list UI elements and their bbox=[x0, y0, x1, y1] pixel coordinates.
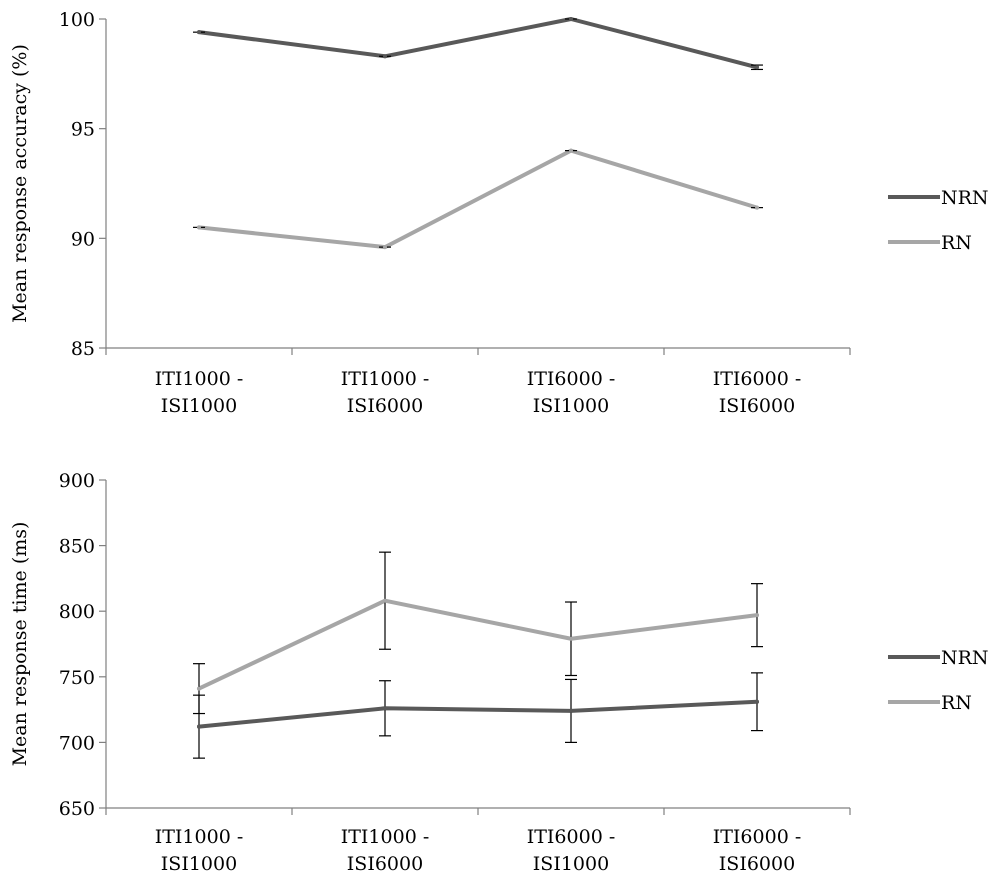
y-tick-label: 85 bbox=[71, 338, 95, 360]
legend-label: RN bbox=[941, 232, 972, 254]
y-tick-label: 750 bbox=[59, 667, 95, 689]
data-point-rn bbox=[755, 613, 759, 618]
data-point-rn bbox=[197, 686, 201, 691]
y-tick-label: 800 bbox=[59, 601, 95, 623]
y-tick-label: 700 bbox=[59, 732, 95, 754]
legend-item-rn: RN bbox=[888, 232, 972, 254]
data-point-rn bbox=[569, 148, 573, 153]
legend-label: RN bbox=[941, 692, 972, 714]
y-tick-label: 650 bbox=[59, 798, 95, 820]
data-point-rn bbox=[569, 636, 573, 641]
data-point-nrn bbox=[383, 54, 387, 59]
y-axis-label: Mean response accuracy (%) bbox=[9, 44, 31, 323]
x-tick-label: ITI1000 -ISI1000 bbox=[155, 826, 244, 875]
series-line-rn bbox=[197, 598, 759, 691]
x-tick-label: ITI1000 -ISI1000 bbox=[155, 368, 244, 417]
x-tick-label: ITI1000 -ISI6000 bbox=[341, 368, 430, 417]
data-point-nrn bbox=[383, 706, 387, 711]
y-axis-label: Mean response time (ms) bbox=[9, 522, 31, 767]
y-tick-label: 95 bbox=[71, 119, 95, 141]
data-point-rn bbox=[383, 245, 387, 250]
x-tick-label: ITI6000 -ISI1000 bbox=[527, 368, 616, 417]
legend-item-rn: RN bbox=[888, 692, 972, 714]
chart-1: 85 90 95 100 ITI1000 -ISI1000 ITI1000 -ISI600… bbox=[9, 9, 989, 417]
y-tick-label: 100 bbox=[59, 9, 95, 31]
y-tick-label: 900 bbox=[59, 470, 95, 492]
data-point-nrn bbox=[755, 65, 759, 70]
data-point-rn bbox=[383, 598, 387, 603]
x-tick-label: ITI1000 -ISI6000 bbox=[341, 826, 430, 875]
legend-item-nrn: NRN bbox=[888, 647, 989, 669]
chart-2: 650 700 750 800 850 900 ITI1000 -ISI1000 ITI100… bbox=[9, 470, 989, 875]
data-point-nrn bbox=[197, 30, 201, 35]
y-tick-label: 90 bbox=[71, 228, 95, 250]
data-point-rn bbox=[755, 205, 759, 210]
legend-label: NRN bbox=[941, 647, 989, 669]
y-tick-label: 850 bbox=[59, 536, 95, 558]
series-line-rn bbox=[197, 148, 759, 250]
legend-label: NRN bbox=[941, 187, 989, 209]
data-point-nrn bbox=[569, 17, 573, 21]
x-tick-label: ITI6000 -ISI1000 bbox=[527, 826, 616, 875]
series-line-nrn bbox=[197, 699, 759, 729]
data-point-nrn bbox=[197, 724, 201, 729]
x-tick-label: ITI6000 -ISI6000 bbox=[713, 368, 802, 417]
legend-item-nrn: NRN bbox=[888, 187, 989, 209]
data-point-rn bbox=[197, 225, 201, 230]
data-point-nrn bbox=[755, 699, 759, 704]
data-point-nrn bbox=[569, 708, 573, 713]
series-line-nrn bbox=[197, 17, 759, 70]
x-tick-label: ITI6000 -ISI6000 bbox=[713, 826, 802, 875]
